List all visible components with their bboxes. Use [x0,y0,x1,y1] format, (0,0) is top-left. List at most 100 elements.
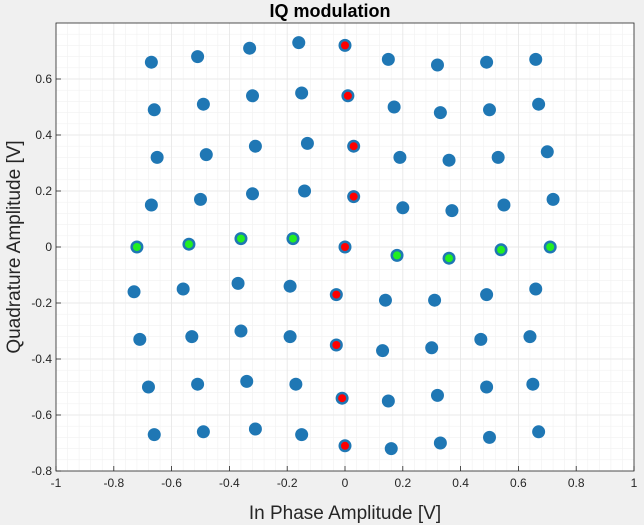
constellation-point [381,394,395,408]
in-phase-highlight-point [236,234,245,243]
constellation-point [298,184,312,198]
x-tick-label: -1 [51,476,62,490]
constellation-point [243,41,257,55]
y-tick-label: -0.6 [31,408,52,422]
x-tick-label: -0.8 [103,476,124,490]
constellation-point [532,97,546,111]
y-tick-label: -0.8 [31,464,52,478]
constellation-point [295,428,309,442]
y-tick-label: 0.4 [35,128,52,142]
in-phase-highlight-point [497,245,506,254]
constellation-point [194,192,207,206]
x-tick-label: 0.4 [452,476,469,490]
constellation-point [246,89,260,103]
y-axis-label: Quadrature Amplitude [V] [4,140,25,353]
in-phase-highlight-point [184,240,193,249]
x-tick-label: 0.8 [568,476,585,490]
x-tick-label: 1 [631,476,638,490]
constellation-point [483,430,496,444]
constellation-point [191,377,205,391]
constellation-point [442,153,456,167]
constellation-point [176,282,190,296]
constellation-point [433,106,447,120]
constellation-point [430,388,444,402]
constellation-point [147,103,161,117]
constellation-point [546,192,560,206]
y-tick-label: -0.2 [31,296,52,310]
quadrature-highlight-point [341,441,349,450]
constellation-point [384,442,398,456]
x-tick-label: -0.2 [277,476,298,490]
y-tick-label: -0.4 [31,352,52,366]
data-points [127,36,560,456]
constellation-point [234,324,248,338]
constellation-point [529,282,543,296]
constellation-point [246,187,260,201]
constellation-point [283,279,297,293]
quadrature-highlight-point [349,142,358,151]
constellation-point [376,344,390,358]
constellation-point [141,380,155,394]
constellation-point [381,52,395,66]
constellation-point [430,58,444,72]
constellation-point [497,198,511,212]
constellation-point [529,52,543,66]
constellation-point [532,425,546,439]
constellation-point [199,148,213,162]
in-phase-highlight-point [393,251,402,260]
x-tick-label: 0.6 [510,476,527,490]
constellation-point [523,330,537,344]
x-tick-label: -0.4 [219,476,240,490]
constellation-point [185,330,199,344]
constellation-point [387,100,401,114]
constellation-point [248,422,262,436]
y-tick-label: 0.6 [35,72,52,86]
constellation-point [300,136,314,150]
y-axis-ticks: -0.8 -0.6 -0.4 -0.2 0 0.2 0.4 0.6 [31,72,61,478]
constellation-point [378,293,392,307]
in-phase-highlight-point [132,243,141,251]
in-phase-highlight-point [445,254,454,263]
constellation-point [425,341,439,355]
constellation-point [445,204,459,218]
constellation-point [150,150,164,164]
constellation-point [393,150,407,164]
x-tick-label: 0 [342,476,349,490]
constellation-point [283,330,297,344]
quadrature-highlight-point [332,290,341,299]
constellation-point [144,198,158,212]
constellation-point [191,50,205,64]
constellation-point [196,425,210,439]
in-phase-highlight-point [546,243,555,251]
constellation-point [289,377,303,391]
constellation-point [292,36,306,50]
in-phase-highlight-point [288,234,297,243]
y-tick-label: 0 [45,240,52,254]
y-tick-label: 0.2 [35,184,52,198]
constellation-point [474,332,488,346]
constellation-point [231,276,245,290]
constellation-point [433,436,447,450]
quadrature-highlight-point [349,192,358,201]
constellation-point [480,380,494,394]
constellation-point [491,150,505,164]
x-tick-label: -0.6 [161,476,182,490]
constellation-point [480,288,494,302]
chart-title: IQ modulation [270,1,391,21]
constellation-point [147,428,161,442]
constellation-point [196,97,210,111]
constellation-point [480,55,494,69]
constellation-point [127,285,141,299]
x-axis-label: In Phase Amplitude [V] [249,503,441,524]
constellation-point [248,139,262,153]
constellation-point [526,377,540,391]
constellation-point [396,201,410,215]
quadrature-highlight-point [341,41,349,50]
constellation-point [240,374,254,388]
constellation-point [428,293,442,307]
constellation-point [133,332,147,346]
constellation-point [483,103,496,117]
constellation-point [540,145,554,159]
x-tick-label: 0.2 [394,476,411,490]
